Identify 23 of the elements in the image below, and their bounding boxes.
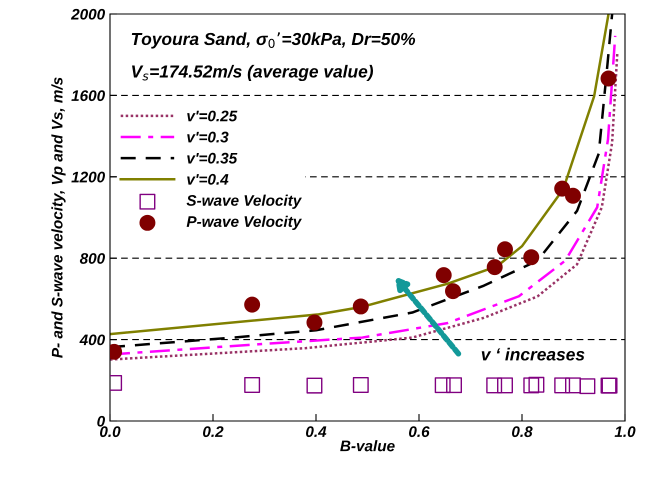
y-tick-label: 2000 xyxy=(70,8,105,20)
y-tick-label: 1200 xyxy=(71,172,105,182)
legend-label: v'=0.25 xyxy=(187,110,238,122)
y-tick-label: 1600 xyxy=(71,90,105,102)
y-tick-label: 800 xyxy=(80,253,105,264)
x-tick-label: 0.4 xyxy=(306,426,326,438)
legend-label: v'=0.35 xyxy=(187,152,238,164)
annotation: Toyoura Sand, σ$_{0}$’=30kPa, Dr=50% xyxy=(132,32,416,49)
x-tick-label: 0.8 xyxy=(512,426,533,438)
y-tick-label: 0 xyxy=(97,416,105,427)
y-tick-label: 400 xyxy=(79,334,105,346)
x-tick-label: 1.0 xyxy=(614,426,636,438)
annotation: V$_{s}$=174.52m/s (average value) xyxy=(132,64,374,82)
x-axis-title: B-value xyxy=(340,440,395,452)
legend-label: S-wave Velocity xyxy=(186,194,302,209)
x-tick-label: 0.2 xyxy=(203,426,224,438)
legend-label: v'=0.4 xyxy=(187,174,228,185)
y-axis-title: P- and S-wave velocity, Vp and Vs, m/s xyxy=(51,77,66,358)
legend-label: v'=0.3 xyxy=(187,132,229,143)
annotation: v ‘ increases xyxy=(482,348,584,361)
x-tick-label: 0.6 xyxy=(409,426,430,438)
x-tick-label: 0.0 xyxy=(100,426,120,438)
legend-label: P-wave Velocity xyxy=(186,216,302,230)
